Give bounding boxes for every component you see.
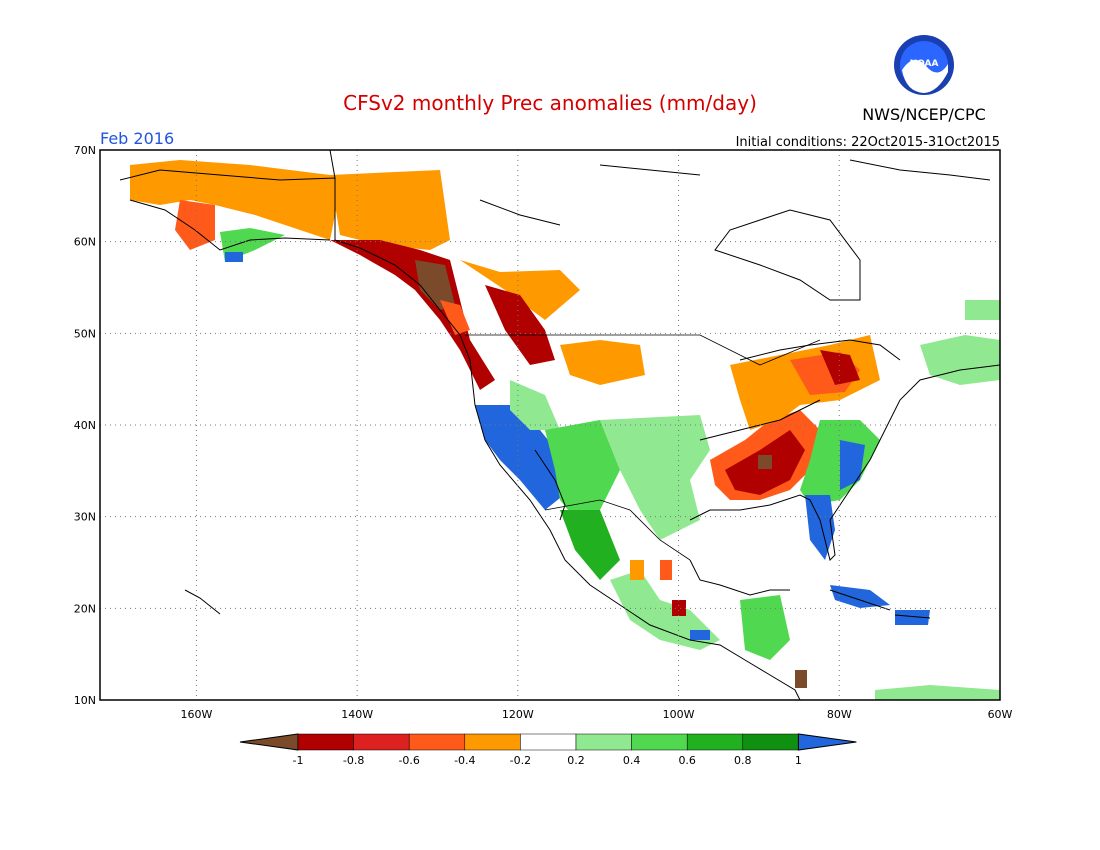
colorbar-segment — [408, 733, 466, 751]
anomaly-region — [330, 240, 495, 390]
colorbar-segment — [464, 733, 521, 751]
colorbar-label: -1 — [293, 754, 304, 767]
anomaly-region — [672, 600, 686, 616]
anomaly-region — [460, 260, 580, 320]
colorbar-segment — [575, 733, 632, 751]
colorbar: -1 -0.8 -0.6 -0.4 -0.2 0.2 0.4 0.6 0.8 1 — [239, 733, 857, 767]
anomaly-shading — [130, 160, 1000, 700]
anomaly-region — [965, 300, 1000, 320]
anomaly-region — [630, 560, 644, 580]
lon-tick-label: 120W — [502, 708, 534, 721]
anomaly-region — [545, 420, 620, 525]
lat-tick-label: 50N — [74, 327, 96, 340]
lon-tick-label: 140W — [341, 708, 373, 721]
lat-tick-label: 70N — [74, 144, 96, 157]
lat-tick-label: 20N — [74, 602, 96, 615]
lon-tick-label: 60W — [988, 708, 1013, 721]
lat-tick-label: 40N — [74, 419, 96, 432]
anomaly-region — [485, 285, 555, 365]
colorbar-label: -0.8 — [343, 754, 364, 767]
anomaly-region — [415, 260, 455, 310]
anomaly-region — [795, 670, 807, 688]
lon-tick-label: 160W — [180, 708, 212, 721]
colorbar-arrow-low — [239, 733, 299, 751]
anomaly-region — [560, 340, 645, 385]
anomaly-region — [875, 685, 1000, 700]
anomaly-region — [690, 630, 710, 640]
anomaly-region — [660, 560, 672, 580]
colorbar-label: 0.6 — [678, 754, 696, 767]
colorbar-label: 1 — [795, 754, 802, 767]
colorbar-segment — [742, 733, 799, 751]
noaa-logo-icon: NOAA — [894, 35, 954, 95]
axis-ticks: 160W 140W 120W 100W 80W 60W 10N 20N 30N 40N 50N 60N… — [74, 144, 1013, 721]
anomaly-region — [740, 595, 790, 660]
colorbar-label: 0.8 — [734, 754, 752, 767]
colorbar-segment — [297, 733, 354, 751]
anomaly-region — [330, 170, 450, 250]
anomaly-region — [830, 585, 890, 608]
logo-text: NOAA — [910, 59, 939, 69]
political-borders — [465, 334, 821, 561]
lat-tick-label: 10N — [74, 694, 96, 707]
forecast-month: Feb 2016 — [100, 129, 174, 148]
colorbar-segment — [686, 733, 744, 751]
colorbar-segment — [520, 733, 577, 751]
initial-conditions: Initial conditions: 22Oct2015-31Oct2015 — [736, 135, 1000, 150]
colorbar-label: -0.6 — [398, 754, 419, 767]
map-frame — [99, 149, 1001, 701]
colorbar-label: 0.4 — [623, 754, 641, 767]
lon-tick-label: 80W — [827, 708, 852, 721]
colorbar-label: -0.4 — [454, 754, 475, 767]
anomaly-region — [758, 455, 772, 469]
anomaly-region — [600, 415, 710, 540]
anomaly-region — [820, 350, 860, 385]
anomaly-region — [225, 252, 243, 262]
lon-tick-label: 100W — [663, 708, 695, 721]
anomaly-region — [475, 405, 570, 510]
anomaly-region — [560, 510, 620, 580]
colorbar-label: 0.2 — [567, 754, 585, 767]
anomaly-region — [510, 380, 560, 430]
anomaly-region — [805, 495, 835, 560]
lat-tick-label: 60N — [74, 236, 96, 249]
anomaly-region — [920, 335, 1000, 385]
lat-tick-label: 30N — [74, 511, 96, 524]
anomaly-region — [440, 300, 470, 335]
colorbar-arrow-high — [797, 733, 857, 751]
colorbar-segment — [631, 733, 688, 751]
anomaly-region — [895, 610, 930, 625]
agency-label: NWS/NCEP/CPC — [862, 105, 986, 124]
coastlines — [119, 150, 1000, 700]
chart-title: CFSv2 monthly Prec anomalies (mm/day) — [343, 91, 757, 115]
colorbar-segment — [353, 733, 410, 751]
colorbar-label: -0.2 — [510, 754, 531, 767]
